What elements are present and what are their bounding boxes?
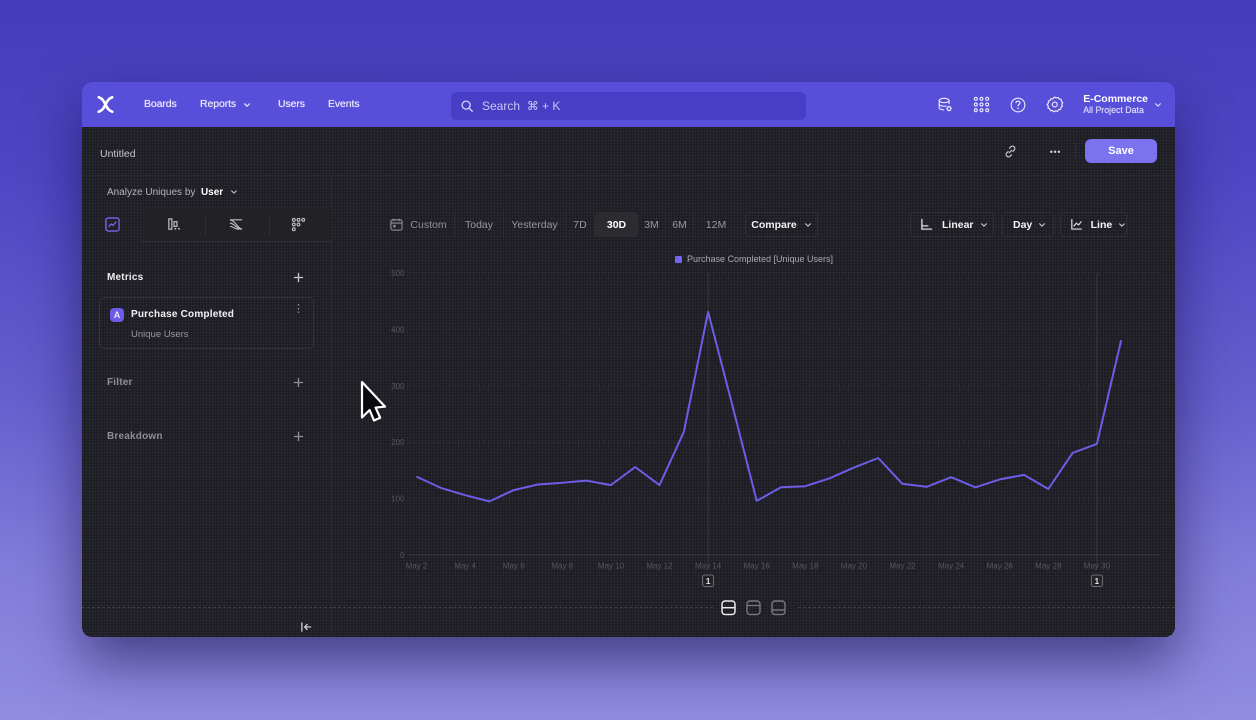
- svg-text:300: 300: [391, 382, 405, 391]
- svg-text:May 14: May 14: [695, 562, 722, 571]
- svg-text:May 28: May 28: [1035, 562, 1062, 571]
- svg-text:May 26: May 26: [987, 562, 1014, 571]
- svg-text:0: 0: [400, 551, 405, 560]
- svg-text:May 8: May 8: [551, 562, 573, 571]
- svg-text:1: 1: [1095, 577, 1100, 586]
- svg-text:May 12: May 12: [646, 562, 673, 571]
- svg-text:May 10: May 10: [598, 562, 625, 571]
- svg-text:May 30: May 30: [1084, 562, 1111, 571]
- svg-text:May 22: May 22: [889, 562, 916, 571]
- svg-text:May 20: May 20: [841, 562, 868, 571]
- svg-text:500: 500: [391, 269, 405, 278]
- svg-text:May 4: May 4: [454, 562, 476, 571]
- svg-text:May 2: May 2: [406, 562, 428, 571]
- svg-text:May 16: May 16: [744, 562, 771, 571]
- svg-text:1: 1: [706, 577, 711, 586]
- svg-text:400: 400: [391, 325, 405, 334]
- svg-text:100: 100: [391, 495, 405, 504]
- svg-text:May 24: May 24: [938, 562, 965, 571]
- svg-text:May 18: May 18: [792, 562, 819, 571]
- svg-text:200: 200: [391, 438, 405, 447]
- svg-text:May 6: May 6: [503, 562, 525, 571]
